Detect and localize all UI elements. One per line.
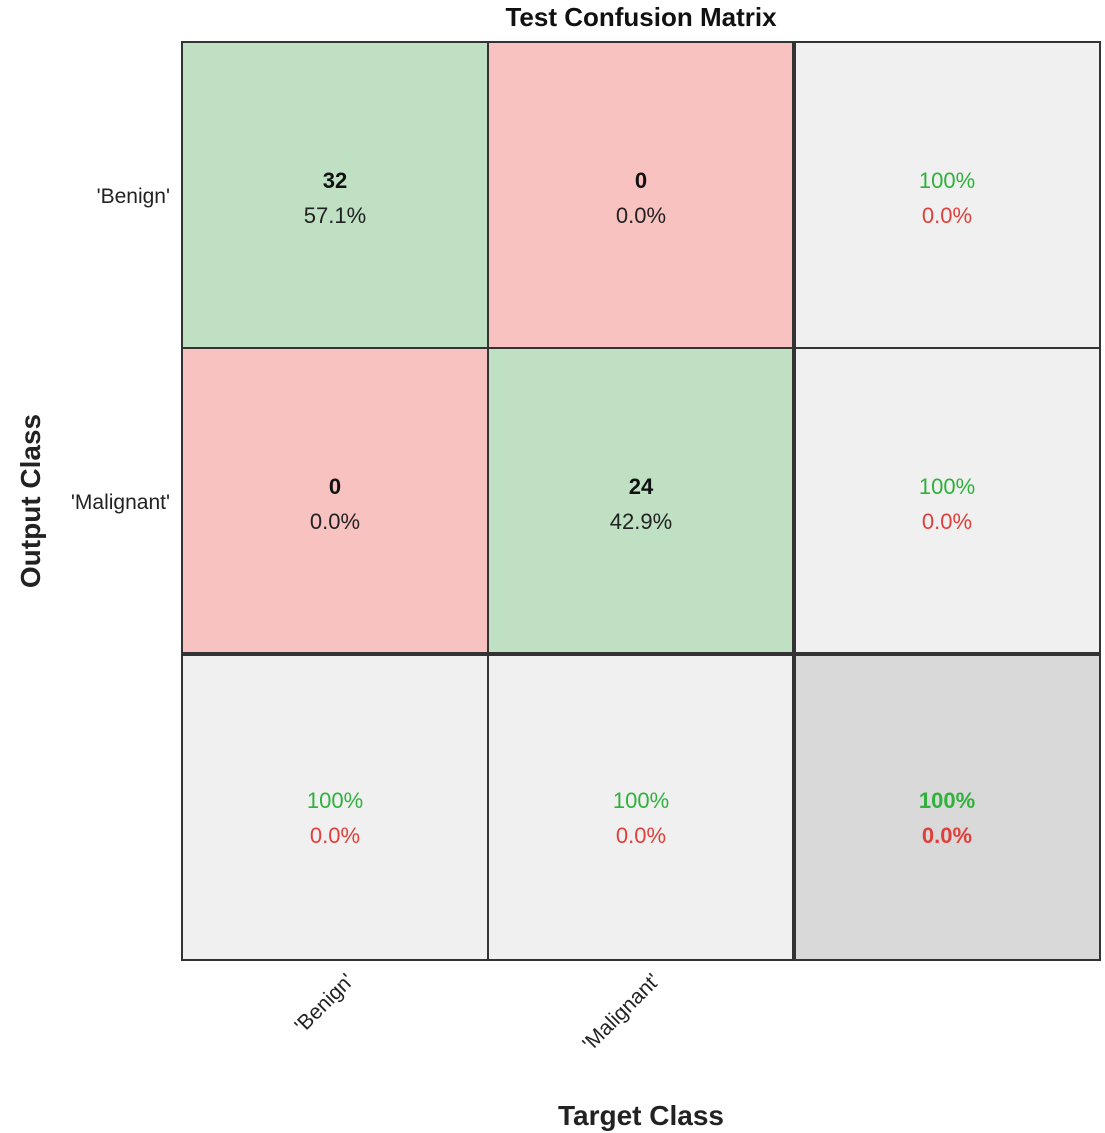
cell-count: 0: [329, 474, 341, 499]
column-summary-error: 0.0%: [310, 823, 360, 848]
y-tick-labels: 'Benign' 'Malignant': [71, 185, 170, 514]
chart-title: Test Confusion Matrix: [505, 2, 777, 32]
row-summary-error: 0.0%: [922, 203, 972, 228]
overall-correct: 100%: [919, 788, 975, 813]
row-summary-error: 0.0%: [922, 509, 972, 534]
cell-r0-c0: [181, 41, 489, 349]
cell-percent: 42.9%: [610, 509, 672, 534]
cell-r2-c0: [181, 653, 489, 961]
x-tick-label: 'Benign': [290, 969, 358, 1037]
x-axis-label: Target Class: [558, 1100, 724, 1131]
cell-r0-c1: [487, 41, 795, 349]
y-tick-label: 'Benign': [97, 185, 170, 208]
column-summary-error: 0.0%: [616, 823, 666, 848]
cell-r2-c1: [487, 653, 795, 961]
x-tick-label: 'Malignant': [578, 969, 664, 1055]
row-summary-correct: 100%: [919, 168, 975, 193]
column-summary-correct: 100%: [613, 788, 669, 813]
overall-error: 0.0%: [922, 823, 972, 848]
column-summary-correct: 100%: [307, 788, 363, 813]
y-axis-label: Output Class: [15, 414, 46, 588]
cell-r1-c1: [487, 347, 795, 655]
y-tick-label: 'Malignant': [71, 491, 170, 514]
cell-percent: 57.1%: [304, 203, 366, 228]
matrix-cells: [181, 41, 1101, 961]
cell-count: 24: [629, 474, 654, 499]
cell-r1-c2: [793, 347, 1101, 655]
cell-percent: 0.0%: [616, 203, 666, 228]
cell-count: 32: [323, 168, 347, 193]
cell-r1-c0: [181, 347, 489, 655]
x-tick-labels: 'Benign' 'Malignant': [290, 969, 664, 1055]
cell-percent: 0.0%: [310, 509, 360, 534]
cell-r0-c2: [793, 41, 1101, 349]
row-summary-correct: 100%: [919, 474, 975, 499]
cell-count: 0: [635, 168, 647, 193]
matrix-cell-texts: 32 57.1% 0 0.0% 100% 0.0% 0 0.0% 24 42.9% 100% 0.0%…: [304, 168, 975, 848]
